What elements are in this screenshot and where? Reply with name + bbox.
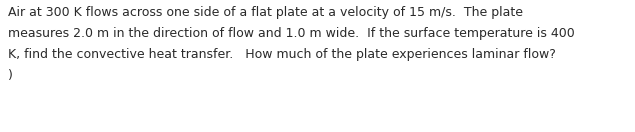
Text: measures 2.0 m in the direction of flow and 1.0 m wide.  If the surface temperat: measures 2.0 m in the direction of flow … [8,27,575,40]
Text: ): ) [8,69,13,82]
Text: Air at 300 K flows across one side of a flat plate at a velocity of 15 m/s.  The: Air at 300 K flows across one side of a … [8,6,523,19]
Text: K, find the convective heat transfer.   How much of the plate experiences lamina: K, find the convective heat transfer. Ho… [8,48,556,61]
